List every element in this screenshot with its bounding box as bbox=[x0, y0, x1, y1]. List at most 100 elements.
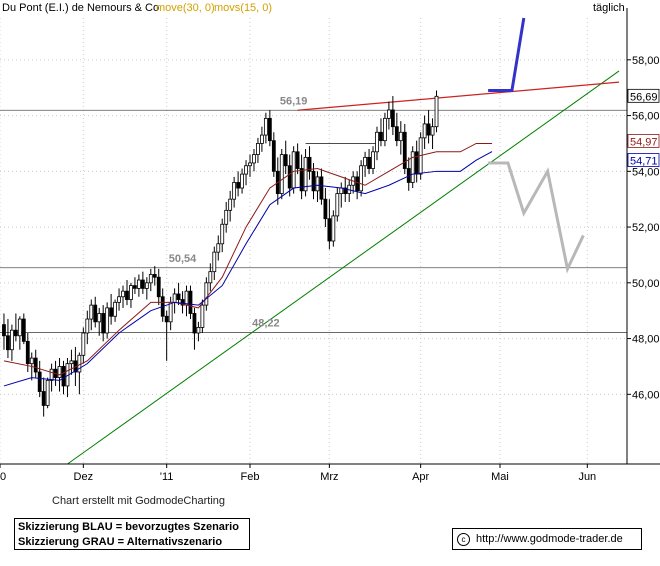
candle-body bbox=[422, 123, 427, 139]
candle-body bbox=[315, 176, 320, 192]
last-price-box bbox=[627, 88, 660, 103]
candle-body bbox=[430, 126, 435, 136]
candle-body bbox=[109, 307, 114, 317]
x-tick-label: Feb bbox=[241, 471, 260, 483]
candle-body bbox=[279, 154, 284, 195]
candle-body bbox=[204, 282, 209, 306]
candle-body bbox=[260, 134, 264, 144]
candle-body bbox=[386, 109, 391, 119]
candle-body bbox=[117, 296, 121, 303]
candle-body bbox=[267, 117, 272, 142]
source-url: http://www.godmode-trader.de bbox=[476, 533, 623, 545]
y-tick-label: 50,00 bbox=[632, 278, 660, 290]
candle-body bbox=[57, 366, 62, 378]
candle-body bbox=[283, 154, 288, 167]
moving-average-line bbox=[3, 142, 493, 376]
y-tick-label: 56,00 bbox=[632, 111, 660, 123]
candle-body bbox=[271, 140, 276, 172]
candle-body bbox=[125, 290, 129, 300]
candle-body bbox=[148, 274, 153, 284]
chart-svg: 46,00 48,00 50,00 52,00 54,00 56,00 58,00 10 Dez… bbox=[0, 2, 660, 483]
candle-body bbox=[236, 182, 241, 189]
candle-body bbox=[256, 143, 260, 155]
candle-body bbox=[85, 318, 90, 334]
candle-body bbox=[37, 371, 42, 392]
x-tick-label: Apr bbox=[412, 471, 429, 483]
candle-body bbox=[335, 193, 340, 217]
level-value-label: 48,22 bbox=[252, 317, 280, 329]
candle-body bbox=[105, 307, 110, 334]
candle-body bbox=[192, 313, 197, 334]
candle-body bbox=[379, 131, 383, 142]
candle-body bbox=[29, 357, 34, 365]
candle-body bbox=[303, 156, 308, 192]
candle-body bbox=[13, 329, 18, 337]
candle-body bbox=[184, 290, 189, 306]
candle-body bbox=[101, 313, 106, 334]
candle-body bbox=[121, 290, 125, 298]
candle-body bbox=[359, 165, 364, 192]
level-value-label: 50,54 bbox=[169, 253, 197, 265]
last-price-label: 54,71 bbox=[630, 156, 658, 168]
resistance-line bbox=[297, 81, 620, 111]
candle-body bbox=[93, 304, 98, 323]
candle-body bbox=[208, 271, 213, 284]
candle-body bbox=[232, 182, 237, 200]
candle-body bbox=[6, 335, 10, 351]
candle-body bbox=[410, 151, 415, 183]
candle-body bbox=[164, 315, 169, 323]
candle-body bbox=[319, 176, 324, 200]
candle-body bbox=[49, 368, 54, 381]
candle-body bbox=[307, 156, 312, 172]
candle-body bbox=[291, 151, 296, 189]
candle-body bbox=[2, 324, 6, 337]
candle-body bbox=[224, 209, 229, 225]
candle-body bbox=[339, 187, 344, 195]
candle-body bbox=[89, 304, 94, 320]
candle-body bbox=[61, 366, 66, 387]
candle-body bbox=[367, 156, 371, 169]
candle-body bbox=[426, 123, 431, 136]
candle-body bbox=[252, 154, 256, 164]
candle-body bbox=[323, 198, 328, 220]
uptrend-line bbox=[67, 70, 620, 465]
x-tick-label: Jun bbox=[578, 471, 596, 483]
candle-body bbox=[263, 117, 268, 136]
y-tick-label: 58,00 bbox=[632, 55, 660, 67]
candle-body bbox=[295, 151, 300, 169]
candle-body bbox=[136, 279, 141, 289]
candle-body bbox=[81, 332, 86, 356]
candle-body bbox=[41, 391, 46, 406]
candle-body bbox=[327, 218, 332, 242]
level-value-label: 56,19 bbox=[280, 95, 308, 107]
candle-body bbox=[196, 327, 201, 334]
candle-body bbox=[17, 318, 22, 337]
candle-body bbox=[69, 360, 74, 365]
candle-body bbox=[311, 170, 316, 192]
candle-body bbox=[45, 379, 50, 406]
candle-body bbox=[129, 285, 133, 300]
candle-body bbox=[383, 117, 387, 142]
candle-body bbox=[343, 187, 348, 195]
x-tick-label: 10 bbox=[0, 471, 6, 483]
candle-body bbox=[287, 165, 292, 189]
legend-grey-scenario: Skizzierung GRAU = Alternativszenario bbox=[18, 536, 223, 548]
x-tick-label: Dez bbox=[74, 471, 94, 483]
candle-body bbox=[244, 165, 248, 175]
source-link[interactable]: c http://www.godmode-trader.de bbox=[452, 528, 642, 550]
candle-body bbox=[172, 293, 177, 303]
candle-body bbox=[398, 131, 403, 142]
candle-body bbox=[10, 329, 14, 351]
candle-body bbox=[180, 299, 185, 306]
candle-body bbox=[240, 173, 244, 189]
candle-body bbox=[390, 109, 395, 128]
chart-credit: Chart erstellt mit GodmodeCharting bbox=[52, 495, 226, 507]
x-tick-label: '11 bbox=[160, 471, 174, 483]
candle-body bbox=[394, 126, 399, 142]
candle-body bbox=[414, 151, 419, 175]
scenario-blue-path bbox=[488, 17, 526, 92]
candle-body bbox=[33, 357, 38, 373]
candle-body bbox=[228, 198, 233, 211]
candle-body bbox=[113, 301, 117, 317]
candle-body bbox=[248, 162, 252, 167]
